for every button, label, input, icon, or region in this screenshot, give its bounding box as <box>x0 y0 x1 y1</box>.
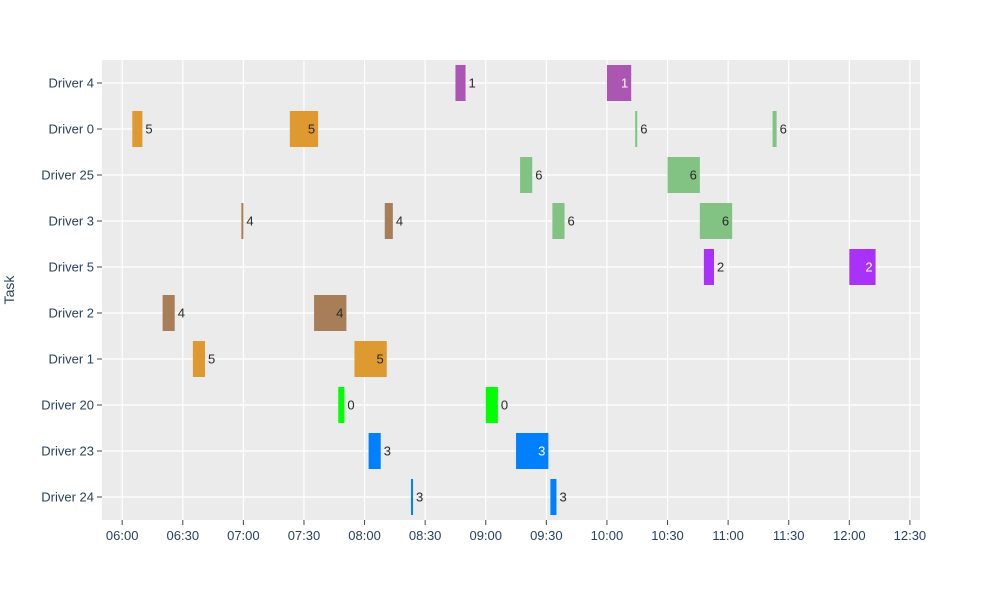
task-bar <box>368 433 381 469</box>
task-bar <box>550 479 557 515</box>
task-bar <box>384 203 393 239</box>
task-bar <box>192 341 206 377</box>
x-tick-label: 09:00 <box>469 528 502 543</box>
y-tick-label: Driver 23 <box>41 444 94 459</box>
task-bar-label: 4 <box>396 214 403 229</box>
y-tick-label: Driver 3 <box>48 214 94 229</box>
task-bar-label: 4 <box>336 306 343 321</box>
task-bar <box>132 111 143 147</box>
x-tick-label: 12:30 <box>894 528 927 543</box>
x-tick-label: 10:00 <box>591 528 624 543</box>
y-tick-label: Driver 5 <box>48 260 94 275</box>
x-tick-label: 07:00 <box>227 528 260 543</box>
task-bar <box>411 479 414 515</box>
task-bar <box>772 111 777 147</box>
task-bar-label: 6 <box>690 168 697 183</box>
x-axis: 06:00 06:30 07:00 07:30 08:00 08:30 09:00 09:30… <box>106 520 926 543</box>
task-bar-label: 6 <box>722 214 729 229</box>
task-bar-label: 1 <box>469 76 476 91</box>
task-bar-label: 1 <box>621 76 628 91</box>
task-bar <box>703 249 714 285</box>
y-axis: Driver 4 Driver 0 Driver 25 Driver 3 Driver … <box>41 76 102 505</box>
task-bar <box>354 341 387 377</box>
task-bar <box>485 387 498 423</box>
y-tick-label: Driver 24 <box>41 490 94 505</box>
x-gridlines <box>121 60 911 520</box>
task-bar-label: 5 <box>208 352 215 367</box>
task-bar <box>516 433 549 469</box>
task-bar <box>241 203 244 239</box>
task-bar-labels: 1 1 5 5 6 6 6 6 4 4 6 6 2 2 4 4 5 5 0 0 3 3 3 3 <box>145 76 872 505</box>
task-bar-label: 6 <box>568 214 575 229</box>
task-bar-label: 3 <box>538 444 545 459</box>
task-bar-label: 6 <box>640 122 647 137</box>
task-bar-label: 0 <box>347 398 354 413</box>
x-tick-label: 06:00 <box>106 528 139 543</box>
task-bar <box>849 249 876 285</box>
task-bar <box>667 157 700 193</box>
y-tick-label: Driver 4 <box>48 76 94 91</box>
task-bar-label: 2 <box>865 260 872 275</box>
task-bar <box>699 203 733 239</box>
task-bar <box>162 295 175 331</box>
task-bar <box>606 65 632 101</box>
plot-area <box>102 60 920 520</box>
y-tick-label: Driver 0 <box>48 122 94 137</box>
x-tick-label: 11:00 <box>712 528 744 543</box>
task-bars <box>132 65 876 515</box>
task-bar-label: 4 <box>178 306 185 321</box>
task-bar <box>338 387 345 423</box>
task-bar-label: 3 <box>416 490 423 505</box>
task-bar-label: 3 <box>559 490 566 505</box>
task-bar <box>552 203 565 239</box>
task-bar-label: 4 <box>246 214 253 229</box>
x-tick-label: 09:30 <box>530 528 563 543</box>
y-tick-label: Driver 25 <box>41 168 94 183</box>
x-tick-label: 07:30 <box>288 528 321 543</box>
x-tick-label: 10:30 <box>651 528 684 543</box>
task-bar <box>314 295 347 331</box>
task-bar <box>289 111 319 147</box>
x-tick-label: 06:30 <box>167 528 200 543</box>
task-bar <box>520 157 533 193</box>
task-bar-label: 5 <box>308 122 315 137</box>
x-tick-label: 11:30 <box>773 528 805 543</box>
task-bar-label: 0 <box>501 398 508 413</box>
task-bar-label: 6 <box>535 168 542 183</box>
y-tick-label: Driver 20 <box>41 398 94 413</box>
task-bar-label: 5 <box>377 352 384 367</box>
x-tick-label: 12:00 <box>833 528 866 543</box>
y-tick-label: Driver 1 <box>48 352 94 367</box>
x-tick-label: 08:30 <box>409 528 442 543</box>
task-bar-label: 6 <box>780 122 787 137</box>
task-bar <box>455 65 466 101</box>
task-bar-label: 2 <box>717 260 724 275</box>
y-axis-title: Task <box>1 275 17 305</box>
y-tick-label: Driver 2 <box>48 306 94 321</box>
task-bar-label: 3 <box>384 444 391 459</box>
x-tick-label: 08:00 <box>348 528 381 543</box>
y-gridlines <box>102 82 920 498</box>
task-bar-label: 5 <box>145 122 152 137</box>
task-bar <box>635 111 638 147</box>
